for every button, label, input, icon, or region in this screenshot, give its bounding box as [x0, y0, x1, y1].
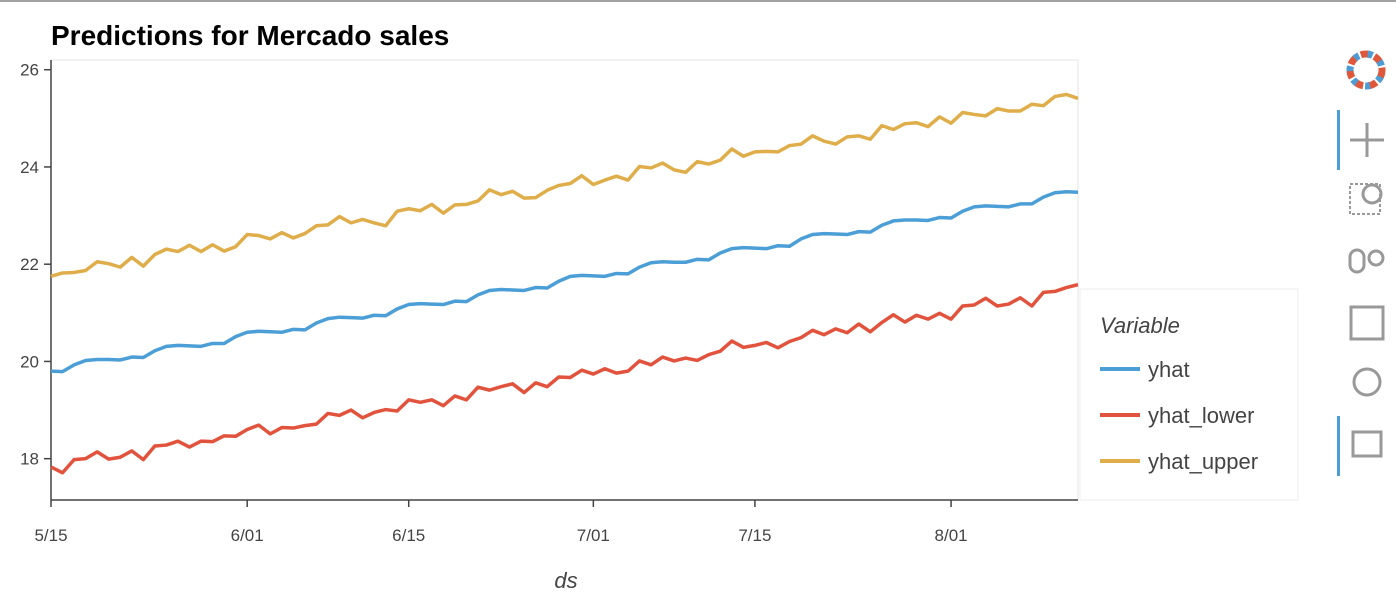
bokeh-logo[interactable]: [1346, 50, 1386, 90]
series-line: [50, 92, 1079, 279]
x-tick-label: 5/15: [34, 526, 67, 545]
x-tick-label: 7/01: [577, 526, 610, 545]
wheel-zoom-tool[interactable]: [1348, 248, 1385, 274]
y-tick-label: 18: [20, 450, 39, 469]
chart-title: Predictions for Mercado sales: [51, 20, 449, 51]
x-tick-label: 7/15: [738, 526, 771, 545]
legend-label: yhat_lower: [1148, 403, 1254, 428]
x-tick-label: 6/01: [231, 526, 264, 545]
legend-label: yhat_upper: [1148, 449, 1258, 474]
y-tick-label: 24: [20, 158, 39, 177]
legend: [1079, 288, 1299, 501]
toolbar: [1337, 50, 1386, 476]
reset-tool[interactable]: [1352, 367, 1382, 397]
legend-label: yhat: [1148, 357, 1190, 382]
hover-tool[interactable]: [1351, 430, 1383, 458]
y-tick-label: 22: [20, 255, 39, 274]
x-tick-label: 6/15: [392, 526, 425, 545]
series-line: [50, 282, 1079, 475]
legend-title: Variable: [1100, 313, 1180, 338]
pan-tool[interactable]: [1350, 123, 1384, 157]
x-tick-label: 8/01: [935, 526, 968, 545]
y-tick-label: 20: [20, 352, 39, 371]
y-tick-label: 26: [20, 61, 39, 80]
legend-items: yhat yhat_lower yhat_upper: [1100, 357, 1258, 474]
series-line: [50, 190, 1079, 374]
save-tool[interactable]: [1349, 305, 1385, 341]
x-axis-label: ds: [554, 568, 577, 593]
box-zoom-tool[interactable]: [1349, 183, 1383, 215]
